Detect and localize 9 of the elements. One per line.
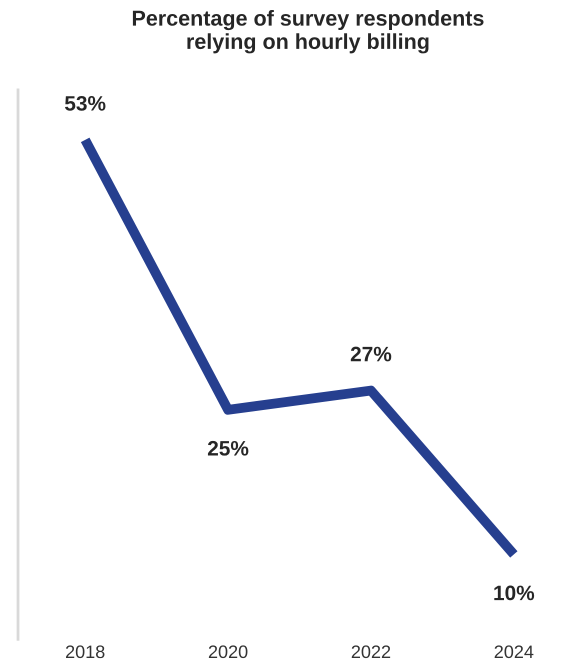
x-tick-label: 2020 <box>208 645 248 658</box>
x-tick-label: 2018 <box>66 645 104 658</box>
x-tick-label: 2022 <box>352 645 390 658</box>
chart-title: Percentage of survey respondents relying on hourly billing <box>132 10 484 54</box>
data-label: 53% <box>64 96 106 111</box>
x-tick-label: 2024 <box>494 645 534 658</box>
data-label: 27% <box>350 346 392 362</box>
data-label: 10% <box>494 586 534 600</box>
data-label: 25% <box>208 440 248 456</box>
